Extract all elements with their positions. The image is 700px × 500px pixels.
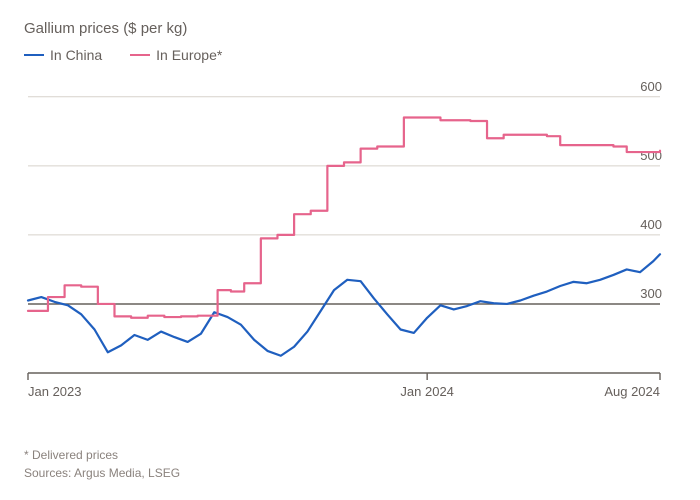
svg-text:300: 300: [640, 286, 662, 301]
legend-label: In Europe*: [156, 47, 222, 63]
legend-item-europe: In Europe*: [130, 47, 222, 63]
svg-text:600: 600: [640, 79, 662, 94]
chart-title: Gallium prices ($ per kg): [24, 20, 676, 37]
chart-area: 300 400 500 600 Jan 2023 Jan 2024 Aug 2024: [24, 71, 676, 421]
chart-footnote: * Delivered prices Sources: Argus Media,…: [24, 446, 180, 482]
chart-svg: 300 400 500 600 Jan 2023 Jan 2024 Aug 2024: [24, 71, 676, 421]
svg-text:400: 400: [640, 217, 662, 232]
legend-item-china: In China: [24, 47, 102, 63]
footnote-line: Sources: Argus Media, LSEG: [24, 464, 180, 482]
legend-swatch-europe: [130, 54, 150, 57]
svg-text:Aug 2024: Aug 2024: [604, 384, 660, 399]
legend: In China In Europe*: [24, 47, 676, 63]
footnote-line: * Delivered prices: [24, 446, 180, 464]
svg-text:Jan 2023: Jan 2023: [28, 384, 82, 399]
svg-text:Jan 2024: Jan 2024: [400, 384, 454, 399]
svg-text:500: 500: [640, 148, 662, 163]
legend-label: In China: [50, 47, 102, 63]
legend-swatch-china: [24, 54, 44, 57]
